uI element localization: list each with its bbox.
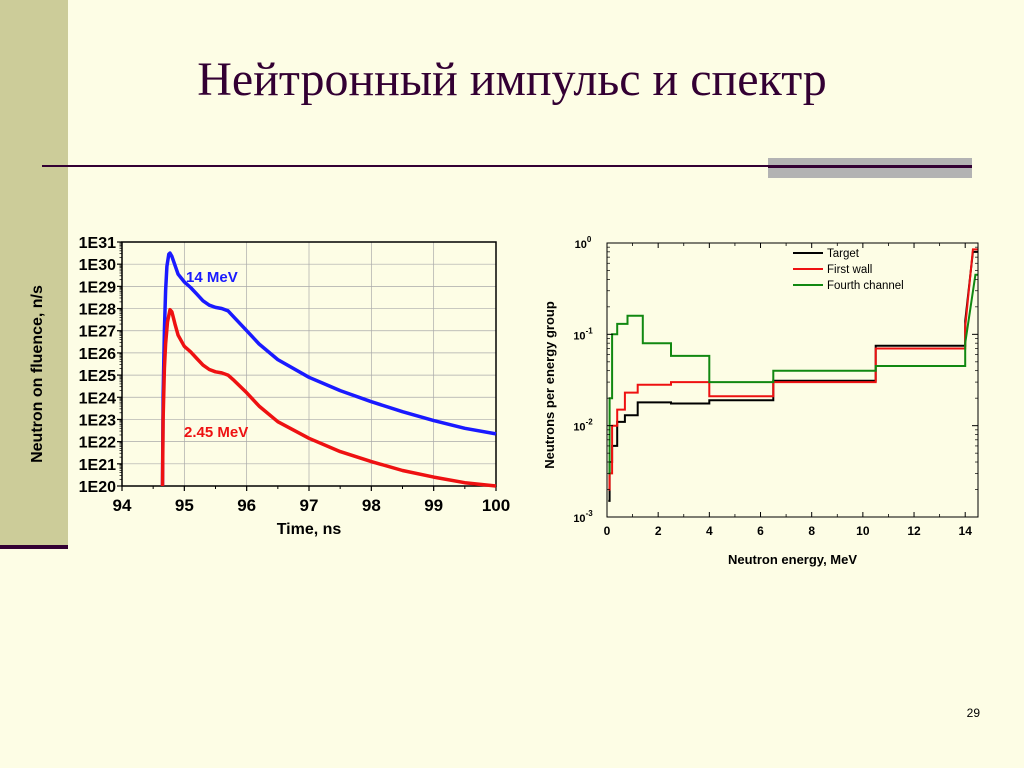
spectrum-y-axis-label: Neutrons per energy group bbox=[542, 301, 557, 469]
spectrum-x-tick-label: 2 bbox=[655, 524, 662, 538]
pulse-x-tick-label: 96 bbox=[237, 496, 256, 515]
neutron-pulse-chart: 94 95 96 97 98 99 100 1E20 1E21 1E22 1E23 1E24 1E25 1… bbox=[29, 235, 511, 538]
pulse-y-tick-label: 1E27 bbox=[79, 324, 116, 341]
slide-number: 29 bbox=[966, 706, 980, 720]
spectrum-x-tick-label: 14 bbox=[959, 524, 973, 538]
pulse-y-tick-label: 1E24 bbox=[79, 390, 116, 407]
title-rule-block bbox=[768, 158, 972, 178]
spectrum-plot-frame bbox=[606, 242, 979, 518]
slide-title: Нейтронный импульс и спектр bbox=[197, 53, 827, 106]
pulse-y-axis-label: Neutron on fluence, n/s bbox=[29, 285, 46, 463]
spectrum-series-line-0 bbox=[608, 250, 978, 502]
pulse-y-tick-label: 1E22 bbox=[79, 435, 116, 452]
spectrum-x-tick-label: 8 bbox=[808, 524, 815, 538]
pulse-series-line-0 bbox=[160, 251, 497, 487]
pulse-ticks: 94 95 96 97 98 99 100 1E20 1E21 1E22 1E23 1E24 1E25 1… bbox=[79, 235, 511, 515]
spectrum-legend-label: First wall bbox=[827, 264, 872, 276]
pulse-y-tick-label: 1E26 bbox=[79, 346, 116, 363]
spectrum-ticks: 0 2 4 6 8 10 12 14 10-3 10-2 10-1 100 bbox=[573, 235, 978, 538]
spectrum-legend: Target First wall Fourth channel bbox=[793, 248, 904, 292]
spectrum-y-tick-label: 10-2 bbox=[573, 418, 593, 434]
spectrum-series-line-1 bbox=[608, 248, 978, 491]
pulse-y-tick-label: 1E25 bbox=[79, 368, 116, 385]
spectrum-y-tick-exponent: -1 bbox=[586, 326, 594, 335]
pulse-x-tick-label: 99 bbox=[424, 496, 443, 515]
title-rule bbox=[42, 165, 972, 167]
spectrum-y-tick-exponent: -3 bbox=[586, 509, 594, 518]
pulse-annotation-2-45mev: 2.45 MeV bbox=[184, 424, 248, 441]
spectrum-y-tick-label: 100 bbox=[575, 235, 592, 251]
left-decor-band bbox=[0, 0, 68, 545]
spectrum-x-tick-label: 12 bbox=[907, 524, 921, 538]
pulse-annotation-14mev: 14 MeV bbox=[186, 269, 238, 286]
pulse-series-line-1 bbox=[160, 307, 497, 488]
pulse-y-tick-label: 1E20 bbox=[79, 479, 116, 496]
pulse-y-tick-label: 1E31 bbox=[79, 235, 116, 252]
pulse-x-tick-label: 95 bbox=[175, 496, 194, 515]
pulse-series bbox=[160, 251, 497, 488]
pulse-y-tick-label: 1E28 bbox=[79, 302, 116, 319]
spectrum-series bbox=[608, 248, 978, 502]
spectrum-x-tick-label: 6 bbox=[757, 524, 764, 538]
title-rule-block-line bbox=[768, 165, 972, 168]
pulse-y-tick-label: 1E21 bbox=[79, 457, 116, 474]
spectrum-y-tick-label: 10-3 bbox=[573, 509, 593, 525]
pulse-y-tick-label: 1E30 bbox=[79, 257, 116, 274]
spectrum-y-tick-exponent: -2 bbox=[586, 418, 594, 427]
pulse-y-tick-label: 1E23 bbox=[79, 412, 116, 429]
pulse-x-tick-label: 94 bbox=[113, 496, 132, 515]
spectrum-legend-label: Fourth channel bbox=[827, 280, 904, 292]
spectrum-series-line-2 bbox=[608, 273, 978, 475]
spectrum-x-tick-label: 4 bbox=[706, 524, 713, 538]
spectrum-y-tick-exponent: 0 bbox=[587, 235, 592, 244]
pulse-y-tick-label: 1E29 bbox=[79, 279, 116, 296]
pulse-x-tick-label: 98 bbox=[362, 496, 381, 515]
pulse-x-tick-label: 97 bbox=[300, 496, 319, 515]
spectrum-x-tick-label: 10 bbox=[856, 524, 870, 538]
pulse-x-axis-label: Time, ns bbox=[277, 521, 342, 538]
spectrum-x-tick-label: 0 bbox=[604, 524, 611, 538]
neutron-spectrum-chart: 0 2 4 6 8 10 12 14 10-3 10-2 10-1 100 Target First w… bbox=[542, 235, 979, 567]
pulse-x-tick-label: 100 bbox=[482, 496, 510, 515]
left-decor-line bbox=[0, 545, 68, 549]
spectrum-y-tick-label: 10-1 bbox=[573, 326, 593, 342]
spectrum-x-axis-label: Neutron energy, MeV bbox=[728, 552, 857, 567]
spectrum-legend-label: Target bbox=[827, 248, 860, 260]
pulse-grid bbox=[121, 241, 497, 487]
